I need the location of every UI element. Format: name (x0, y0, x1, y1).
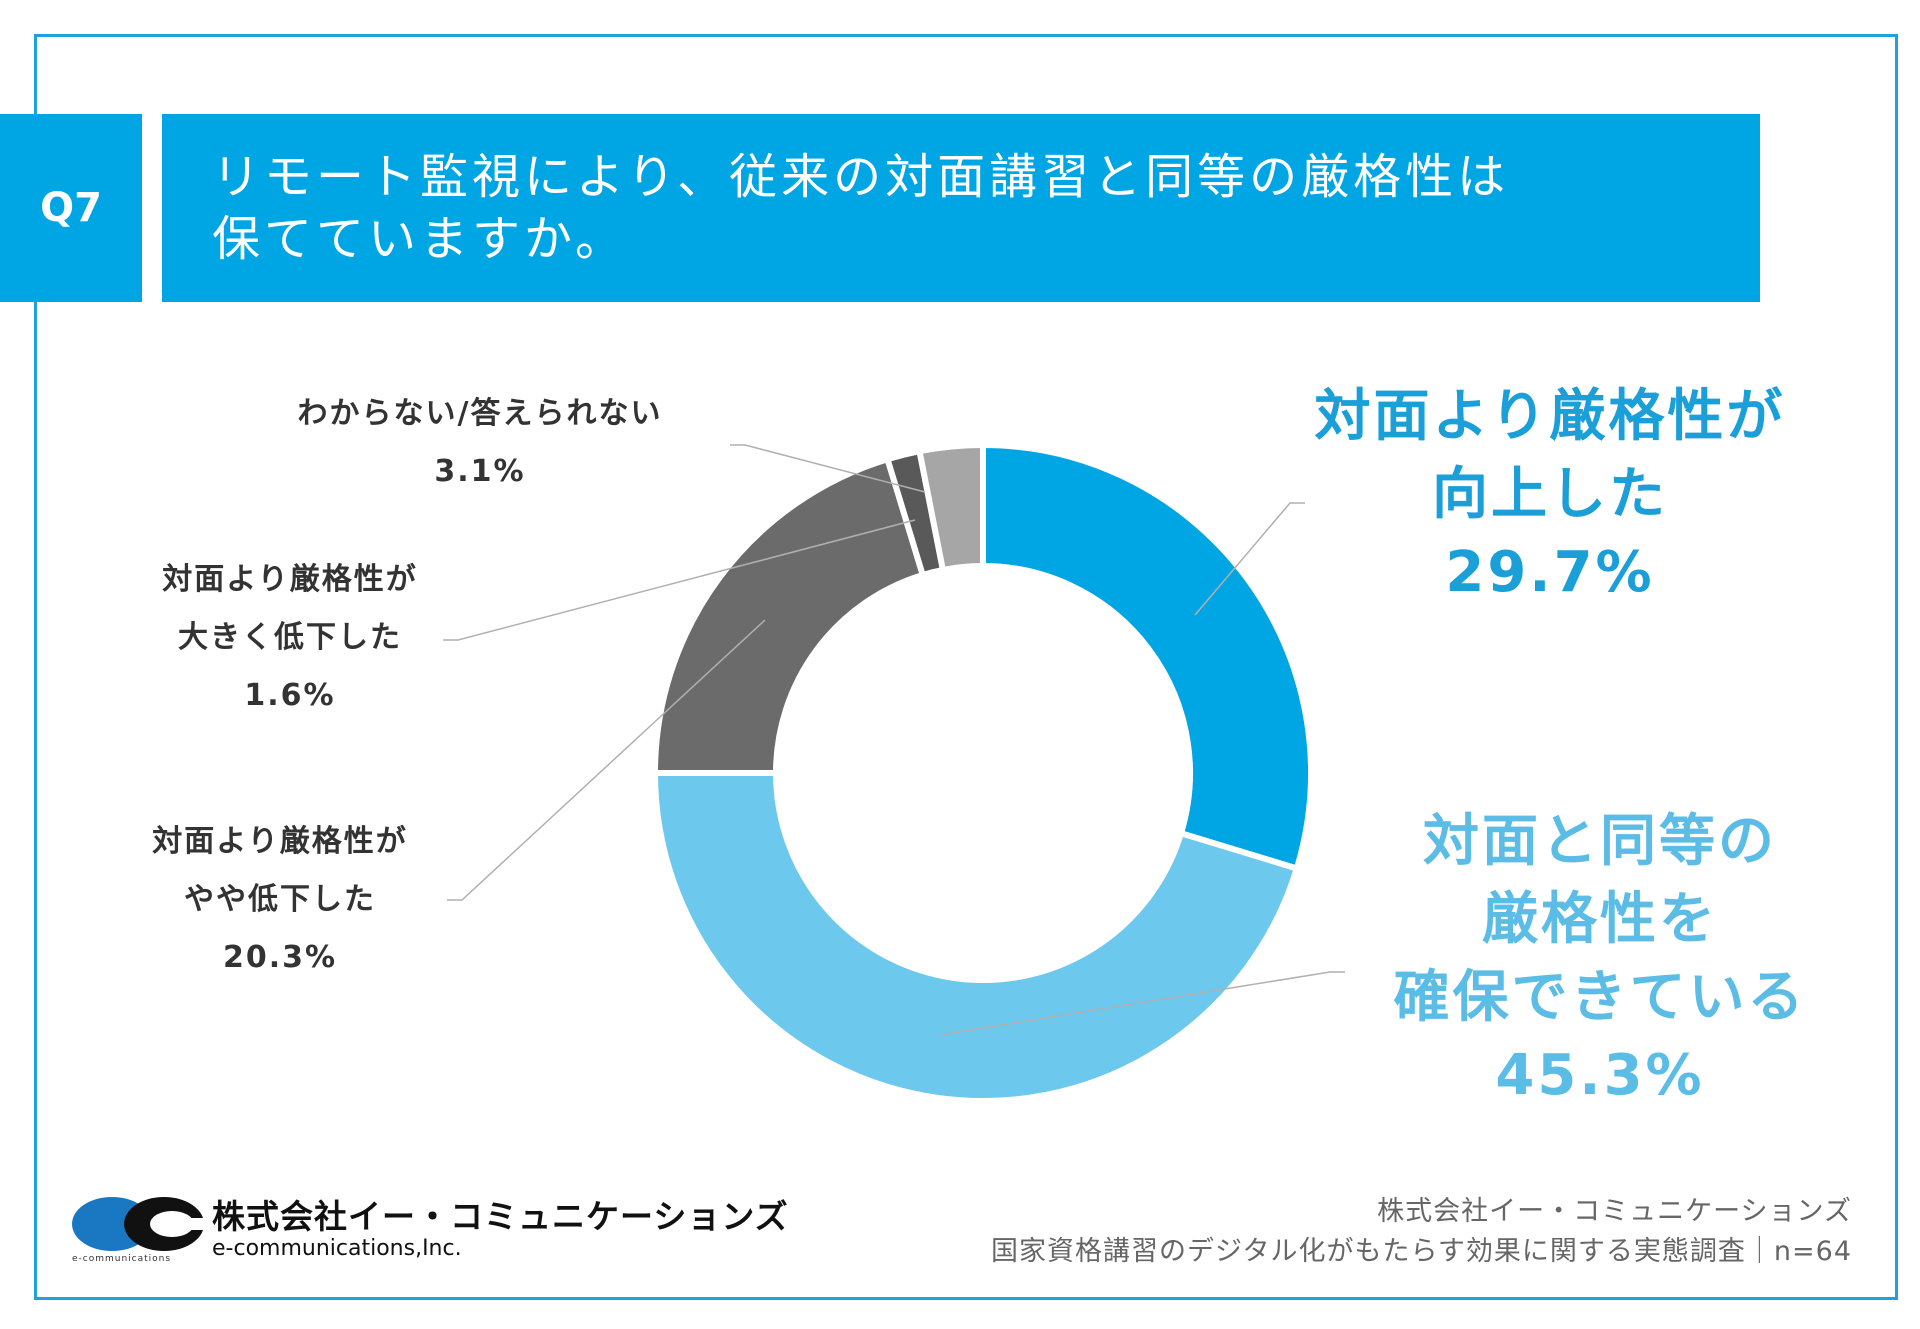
logo-company-jp: 株式会社イー・コミュニケーションズ (212, 1197, 789, 1236)
label-improved-pct: 29.7% (1445, 540, 1655, 605)
company-logo: e-communications 株式会社イー・コミュニケーションズ e-com… (72, 1190, 788, 1270)
leader-line-unknown (730, 444, 926, 493)
question-number-badge: Q7 (0, 114, 142, 302)
label-large-drop-line1: 対面より厳格性が (162, 562, 418, 597)
label-same-pct: 45.3% (1495, 1043, 1705, 1108)
leader-line-large (443, 519, 916, 641)
label-same: 対面と同等の 厳格性を 確保できている 45.3% (1340, 803, 1860, 1115)
label-improved-line2: 向上した (1432, 462, 1668, 527)
label-slight-drop: 対面より厳格性が やや低下した 20.3% (110, 813, 450, 987)
question-number: Q7 (40, 185, 102, 231)
leader-line-same (939, 971, 1345, 1036)
label-improved-line1: 対面より厳格性が (1314, 384, 1786, 449)
donut-slice-2 (651, 770, 1301, 1104)
donut-slice-1 (980, 441, 1314, 873)
label-same-line3: 確保できている (1393, 965, 1807, 1030)
footer-survey: 国家資格講習のデジタル化がもたらす効果に関する実態調査｜n=64 (990, 1236, 1852, 1267)
label-large-drop-pct: 1.6% (244, 678, 336, 713)
logo-c-opening (172, 1218, 207, 1230)
logo-company-en: e-communications,Inc. (212, 1236, 462, 1261)
label-slight-drop-line2: やや低下した (184, 882, 376, 917)
donut-slices (651, 441, 1314, 1104)
question-line-1: リモート監視により、従来の対面講習と同等の厳格性は (212, 149, 1510, 205)
label-large-drop-line2: 大きく低下した (178, 620, 402, 655)
question-title: リモート監視により、従来の対面講習と同等の厳格性は 保てていますか。 (162, 114, 1760, 302)
leader-line-up (1194, 502, 1305, 616)
leader-line-slight (447, 619, 766, 901)
label-unknown-pct: 3.1% (434, 454, 526, 489)
label-unknown: わからない/答えられない 3.1% (240, 385, 720, 501)
frame-border (34, 34, 1898, 1300)
footer-company: 株式会社イー・コミュニケーションズ (1377, 1196, 1852, 1227)
label-slight-drop-line1: 対面より厳格性が (152, 824, 408, 859)
donut-slice-3 (651, 455, 927, 776)
label-same-line1: 対面と同等の (1423, 809, 1777, 874)
label-unknown-text: わからない/答えられない (297, 396, 663, 431)
question-line-2: 保てていますか。 (212, 211, 628, 267)
logo-mini-text: e-communications (72, 1254, 172, 1264)
label-large-drop: 対面より厳格性が 大きく低下した 1.6% (120, 551, 460, 725)
label-slight-drop-pct: 20.3% (222, 940, 338, 975)
donut-slice-5 (915, 441, 986, 574)
label-same-line2: 厳格性を (1482, 887, 1718, 952)
footer-source: 株式会社イー・コミュニケーションズ 国家資格講習のデジタル化がもたらす効果に関す… (991, 1192, 1852, 1272)
logo-mark (72, 1197, 207, 1251)
label-improved: 対面より厳格性が 向上した 29.7% (1290, 378, 1810, 612)
leader-lines (443, 444, 1345, 1036)
